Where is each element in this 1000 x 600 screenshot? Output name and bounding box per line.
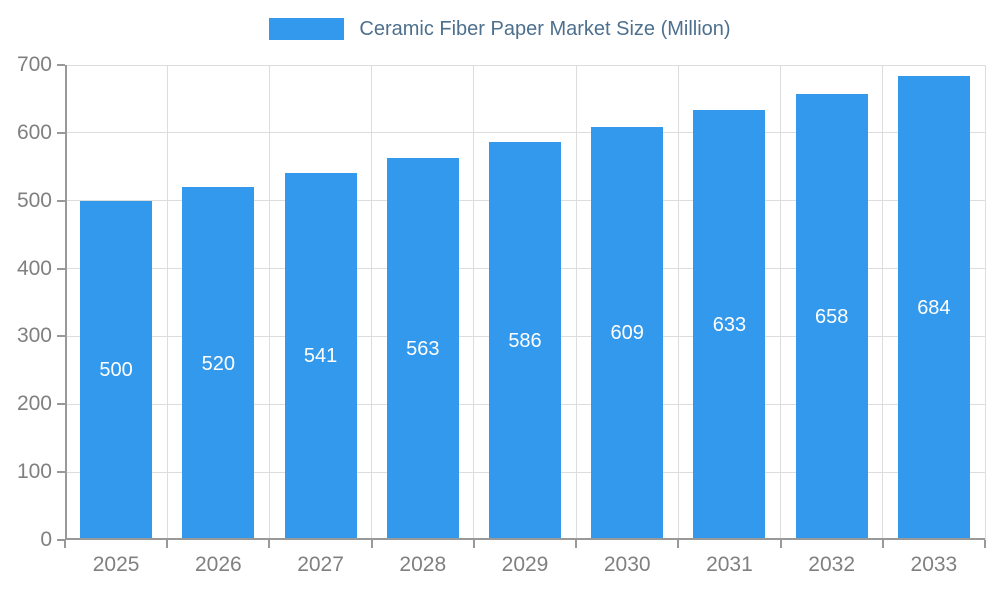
y-axis-tick [57, 267, 65, 270]
x-tick-label: 2032 [808, 553, 856, 576]
y-axis-tick [57, 335, 65, 338]
y-tick-label: 400 [16, 256, 52, 280]
x-axis-tick [984, 540, 986, 548]
gridline-vertical [575, 65, 577, 540]
bar-value-label: 541 [303, 345, 338, 368]
y-tick-label: 300 [16, 324, 52, 348]
y-tick-label: 700 [16, 53, 52, 76]
chart-legend[interactable]: Ceramic Fiber Paper Market Size (Million… [0, 16, 1000, 42]
y-axis-tick [57, 471, 65, 474]
x-axis-tick [472, 540, 475, 548]
x-tick-label: 2028 [399, 553, 447, 576]
x-tick-label: 2029 [501, 553, 549, 576]
plot-area: 500 520 541 563 586 609 633 658 684 [57, 64, 986, 548]
x-axis-tick [268, 540, 271, 548]
y-axis-tick [57, 403, 65, 406]
x-tick-label: 2025 [92, 553, 140, 576]
x-axis: 2025 2026 2027 2028 2029 2030 2031 2032 2033 [65, 552, 985, 582]
gridline-vertical [984, 65, 986, 540]
y-axis: 0 100 200 300 400 500 600 700 [0, 53, 52, 551]
bar[interactable]: 563 [386, 157, 459, 540]
x-axis-tick [64, 540, 66, 548]
x-tick-label: 2033 [910, 553, 958, 576]
x-axis-tick [881, 540, 884, 548]
gridline-vertical [882, 65, 884, 540]
bar[interactable]: 586 [489, 142, 561, 540]
legend-swatch [269, 18, 345, 40]
x-axis-line [65, 538, 985, 540]
bar-value-label: 563 [406, 337, 440, 360]
bar[interactable]: 541 [284, 172, 357, 540]
x-tick-label: 2027 [297, 553, 344, 576]
bar[interactable]: 633 [693, 110, 766, 540]
bar-value-label: 684 [917, 296, 951, 319]
x-axis-tick [779, 540, 782, 548]
bar[interactable]: 520 [182, 187, 255, 540]
bar-value-label: 500 [99, 359, 133, 382]
y-axis-tick [57, 199, 65, 202]
y-axis-tick [57, 131, 65, 134]
y-tick-label: 600 [16, 120, 52, 144]
gridline-horizontal [65, 132, 985, 134]
bar[interactable]: 609 [591, 126, 664, 540]
y-tick-label: 500 [16, 188, 52, 212]
gridline-vertical [166, 65, 168, 540]
legend-label: Ceramic Fiber Paper Market Size (Million… [359, 18, 731, 40]
x-tick-label: 2031 [706, 553, 753, 576]
gridline-vertical [780, 65, 782, 540]
y-axis-tick [57, 64, 65, 66]
bar-value-label: 586 [508, 330, 542, 353]
gridline-vertical [268, 65, 270, 540]
bar-value-label: 658 [814, 305, 849, 328]
gridline-vertical [677, 65, 679, 540]
gridline-vertical [371, 65, 373, 540]
x-tick-label: 2030 [603, 553, 651, 576]
y-tick-label: 200 [16, 392, 52, 416]
x-axis-tick [575, 540, 578, 548]
bar[interactable]: 500 [80, 200, 153, 540]
y-tick-label: 100 [16, 460, 52, 484]
y-tick-label: 0 [40, 528, 52, 551]
bar-value-label: 609 [610, 322, 644, 345]
gridline-vertical [473, 65, 475, 540]
x-axis-tick [166, 540, 169, 548]
y-axis-line [65, 65, 67, 540]
x-tick-label: 2026 [194, 553, 242, 576]
x-axis-tick [677, 540, 680, 548]
bar[interactable]: 658 [795, 93, 868, 540]
bar-value-label: 633 [712, 314, 747, 337]
x-axis-tick [370, 540, 373, 548]
y-axis-tick [57, 539, 65, 541]
bar-value-label: 520 [201, 352, 236, 375]
bar[interactable]: 684 [897, 75, 970, 540]
gridline-horizontal [65, 64, 985, 66]
